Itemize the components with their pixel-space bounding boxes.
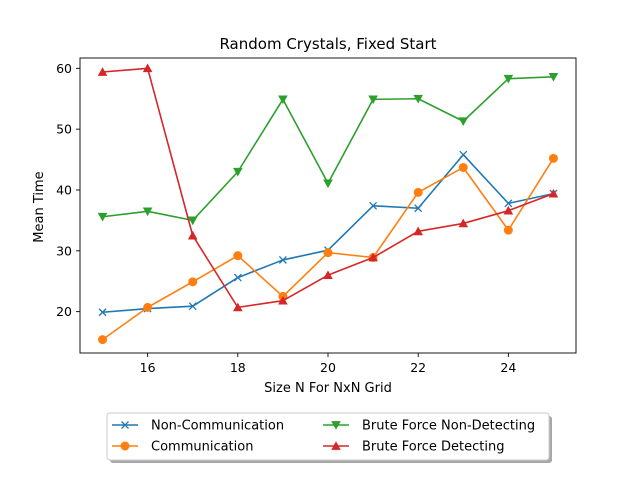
data-point (458, 218, 469, 228)
data-point (143, 302, 153, 312)
data-point (142, 207, 153, 217)
data-point (368, 95, 378, 105)
data-point (503, 74, 514, 84)
legend-box (106, 412, 550, 461)
data-point (458, 162, 468, 172)
data-point (413, 187, 423, 197)
data-point (548, 153, 558, 163)
legend-marker (331, 421, 341, 430)
data-point (323, 248, 333, 258)
legend-label: Brute Force Non-Detecting (362, 419, 535, 434)
data-point (548, 73, 559, 82)
y-tick-label: 40 (56, 182, 72, 197)
data-point (142, 63, 153, 73)
y-tick-label: 20 (56, 304, 72, 319)
legend-label: Communication (151, 440, 253, 455)
legend-marker (120, 441, 130, 451)
data-point (503, 205, 514, 215)
data-point (98, 308, 107, 317)
x-tick-label: 22 (410, 360, 426, 375)
chart-title: Random Crystals, Fixed Start (219, 35, 436, 53)
data-point (233, 167, 243, 177)
y-tick-label: 50 (56, 122, 72, 137)
data-point (187, 216, 198, 226)
legend: Non-Communication Communication Brute Forc… (106, 412, 552, 463)
data-point (188, 302, 197, 311)
x-tick-label: 18 (230, 360, 246, 375)
data-point (323, 179, 333, 189)
data-point (278, 255, 287, 264)
data-point (233, 251, 243, 261)
data-point (548, 188, 559, 198)
data-point (188, 277, 198, 287)
data-point (97, 67, 108, 76)
data-point (414, 204, 423, 213)
data-point (413, 94, 423, 104)
data-point (98, 335, 108, 345)
x-tick-label: 16 (140, 360, 156, 375)
data-point (233, 273, 242, 282)
x-tick-label: 20 (320, 360, 336, 375)
plot-area: 20 30 40 50 60 16 18 20 22 24 (56, 57, 577, 375)
data-point (504, 199, 513, 208)
data-point (233, 302, 243, 312)
y-tick-label: 60 (56, 61, 72, 76)
data-point (503, 225, 513, 235)
x-axis-title: Size N For NxN Grid (264, 381, 392, 396)
y-axis-title: Mean Time (32, 171, 47, 242)
data-point (369, 201, 378, 210)
data-point (459, 150, 468, 159)
data-point (278, 295, 288, 305)
data-point (97, 212, 108, 222)
data-point (413, 226, 423, 236)
data-point (278, 95, 288, 105)
legend-marker (331, 441, 341, 450)
x-tick-label: 24 (500, 360, 516, 375)
data-point (368, 252, 378, 262)
legend-label: Non-Communication (151, 419, 284, 434)
legend-label: Brute Force Detecting (362, 440, 505, 455)
plot-frame (79, 57, 577, 354)
data-point (323, 270, 333, 279)
data-point (458, 117, 469, 127)
legend-marker (121, 421, 129, 429)
y-tick-label: 30 (56, 243, 72, 258)
data-point (187, 230, 198, 240)
